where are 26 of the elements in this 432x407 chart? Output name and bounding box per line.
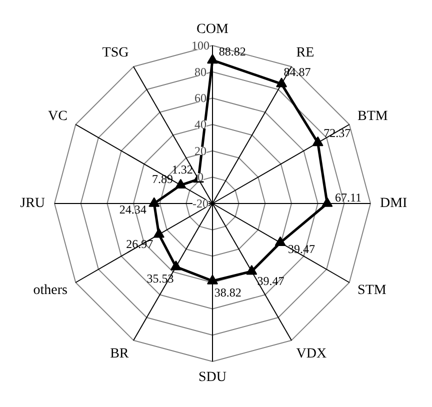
data-label: 88.82 (218, 44, 246, 58)
spoke-label: STM (358, 282, 387, 298)
data-label: 38.82 (214, 286, 242, 300)
spoke-label: RE (296, 45, 314, 60)
spoke-label: DMI (380, 196, 408, 211)
y-tick-label: 40 (194, 118, 206, 132)
data-label: 67.11 (334, 190, 362, 205)
y-tick-label: -20 (192, 196, 208, 210)
spoke-label: TSG (102, 45, 129, 60)
y-tick-label: 100 (192, 38, 210, 52)
data-label: 24.34 (119, 202, 146, 216)
data-label: 39.47 (257, 274, 284, 288)
spoke-label: VC (48, 109, 68, 124)
spoke-label: JRU (20, 196, 46, 211)
y-tick-label: 0 (198, 170, 204, 184)
spoke-label: VDX (296, 346, 327, 362)
y-tick-label: 80 (194, 64, 206, 79)
data-label: 39.47 (288, 242, 315, 256)
spoke-label: SDU (198, 370, 227, 385)
spoke-label: others (33, 282, 68, 298)
spoke-label: BTM (358, 109, 388, 124)
spoke-label: COM (196, 22, 229, 38)
spoke-label: BR (110, 346, 130, 362)
y-tick-label: 20 (194, 144, 206, 158)
data-label: 1.32 (172, 162, 193, 176)
y-tick-label: 60 (194, 91, 206, 106)
